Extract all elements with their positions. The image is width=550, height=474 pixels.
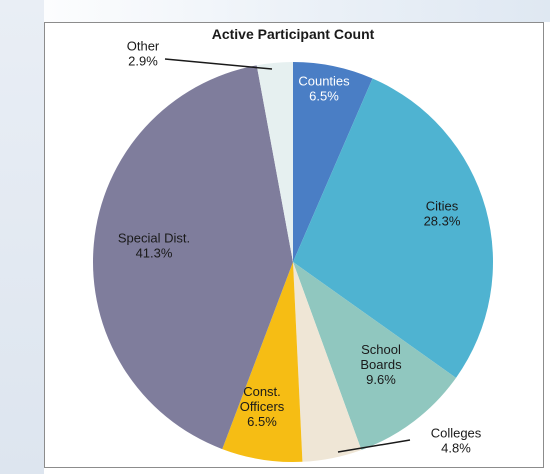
slice-category-other: Other [127,39,160,54]
slice-category-school-boards: Boards [360,357,402,372]
leader-line-other [165,59,272,69]
slice-label-cities: Cities 28.3% [424,199,461,229]
slice-value-colleges: 4.8% [441,441,471,456]
slice-category-cities: Cities [426,199,459,214]
slice-category-special-dist: Special Dist. [118,231,190,246]
slice-category-const-officers: Const. [243,384,281,399]
slice-value-school-boards: 9.6% [366,372,396,387]
slice-value-counties: 6.5% [309,89,339,104]
slice-value-const-officers: 6.5% [247,414,277,429]
slice-value-cities: 28.3% [424,214,461,229]
pie-slices [93,62,493,462]
slice-label-other: Other 2.9% [127,39,160,69]
slice-category-school-boards: School [361,342,401,357]
slice-category-colleges: Colleges [431,426,482,441]
slice-category-counties: Counties [298,74,350,89]
chart-title: Active Participant Count [212,26,375,42]
slice-label-colleges: Colleges 4.8% [431,426,482,456]
slice-value-other: 2.9% [128,54,158,69]
slice-value-special-dist: 41.3% [136,246,173,261]
slice-category-const-officers: Officers [240,399,285,414]
